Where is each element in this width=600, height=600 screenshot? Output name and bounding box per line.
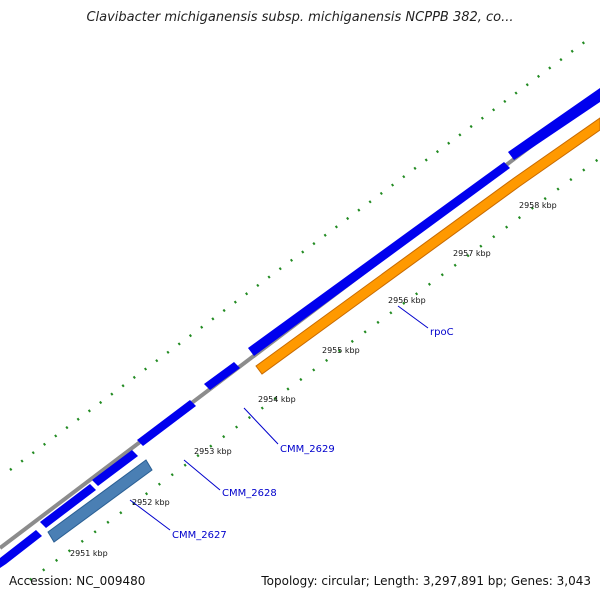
tick-label: 2951 kbp: [70, 549, 108, 558]
tick-label: 2952 kbp: [132, 498, 170, 507]
cds-feature: [137, 400, 196, 446]
inner-tick-ring: [29, 156, 600, 582]
tick-label: 2953 kbp: [194, 447, 232, 456]
gene-label: CMM_2628: [222, 488, 277, 499]
tick-label: 2955 kbp: [322, 346, 360, 355]
gene-label-leader: [129, 499, 171, 531]
tick-labels: 2951 kbp 2952 kbp 2953 kbp 2954 kbp 2955 kbp…: [70, 201, 557, 558]
cds-feature: [92, 450, 138, 486]
gene-label: rpoC: [430, 327, 454, 338]
gene-labels: CMM_2627 CMM_2628 CMM_2629 rpoC: [129, 305, 454, 541]
cds-feature: [204, 362, 240, 390]
gene-label: CMM_2629: [280, 444, 335, 455]
cds-feature: [0, 530, 42, 568]
cds-feature: [508, 88, 600, 160]
tick-label: 2956 kbp: [388, 296, 426, 305]
tick-label: 2958 kbp: [519, 201, 557, 210]
gene-label-leader: [243, 407, 279, 445]
gene-label: CMM_2627: [172, 530, 227, 541]
cds-feature-cmm2627: [47, 459, 153, 543]
topology-text: Topology: circular; Length: 3,297,891 bp…: [261, 574, 591, 588]
gene-label-leader: [397, 305, 429, 329]
map-title: Clavibacter michiganensis subsp. michiga…: [86, 10, 514, 25]
accession-text: Accession: NC_009480: [9, 574, 146, 588]
cds-feature: [40, 484, 96, 528]
cds-feature: [248, 162, 510, 356]
outer-tick-ring: [9, 36, 591, 472]
tick-label: 2957 kbp: [453, 249, 491, 258]
cds-feature-rpoc: [255, 117, 600, 375]
tick-label: 2954 kbp: [258, 395, 296, 404]
forward-cds-track: [0, 88, 600, 568]
gene-label-leader: [183, 459, 221, 491]
